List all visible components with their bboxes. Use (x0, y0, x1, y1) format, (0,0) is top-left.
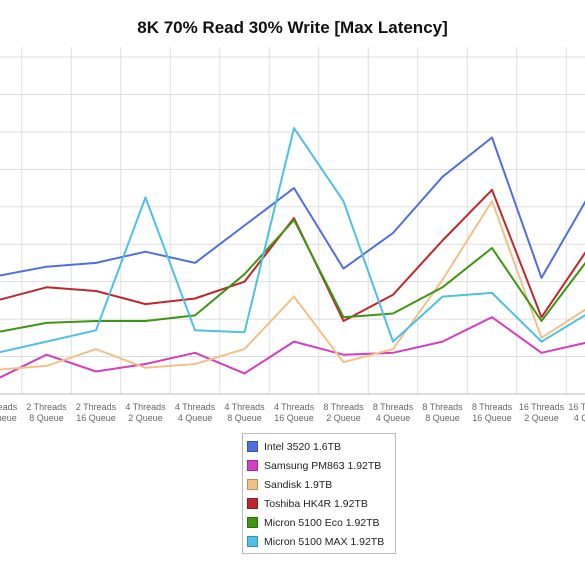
legend-label: Sandisk 1.9TB (264, 478, 333, 491)
series-line-4 (0, 188, 585, 322)
series-line-6 (0, 127, 585, 354)
series-line-3 (0, 200, 585, 371)
x-tick-label: 2 Threads 8 Queue (26, 402, 67, 423)
legend-item: Sandisk 1.9TB (247, 475, 391, 494)
legend-label: Intel 3520 1.6TB (264, 440, 342, 453)
legend-swatch (247, 536, 258, 547)
legend-label: Samsung PM863 1.92TB (264, 459, 382, 472)
legend-label: Micron 5100 Eco 1.92TB (264, 516, 380, 529)
chart-title: 8K 70% Read 30% Write [Max Latency] (137, 18, 448, 37)
x-tick-label: 8 Threads 4 Queue (373, 402, 414, 423)
legend: Intel 3520 1.6TB Samsung PM863 1.92TB Sand… (242, 433, 396, 554)
x-tick-label: 4 Threads 16 Queue (274, 402, 315, 423)
legend-swatch (247, 479, 258, 490)
legend-item: Micron 5100 MAX 1.92TB (247, 532, 391, 551)
legend-swatch (247, 441, 258, 452)
series-line-2 (0, 316, 585, 379)
legend-item: Micron 5100 Eco 1.92TB (247, 513, 391, 532)
legend-swatch (247, 460, 258, 471)
x-tick-label: 8 Threads 2 Queue (323, 402, 364, 423)
series-line-5 (0, 218, 585, 333)
x-tick-label: 8 Threads 16 Queue (472, 402, 513, 423)
x-tick-label: 16 Threads 2 Queue (519, 402, 565, 423)
legend-item: Toshiba HK4R 1.92TB (247, 494, 391, 513)
legend-item: Samsung PM863 1.92TB (247, 456, 391, 475)
legend-swatch (247, 517, 258, 528)
x-tick-label: 4 Threads 8 Queue (224, 402, 265, 423)
series-line-1 (0, 136, 585, 279)
series-lines (0, 127, 585, 379)
x-tick-label: 8 Threads 8 Queue (422, 402, 463, 423)
legend-item: Intel 3520 1.6TB (247, 437, 391, 456)
legend-swatch (247, 498, 258, 509)
x-tick-label: 2 Threads 16 Queue (76, 402, 117, 423)
x-tick-label: 4 Threads 4 Queue (175, 402, 216, 423)
legend-label: Toshiba HK4R 1.92TB (264, 497, 368, 510)
x-tick-label: 4 Threads 2 Queue (125, 402, 166, 423)
legend-label: Micron 5100 MAX 1.92TB (264, 535, 385, 548)
